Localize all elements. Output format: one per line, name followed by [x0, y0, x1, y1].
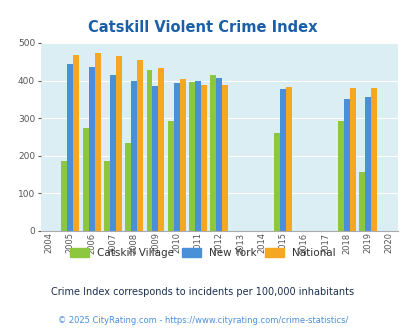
Bar [200, 85, 207, 231]
Bar [83, 128, 88, 231]
Bar [67, 64, 73, 231]
Bar [279, 89, 285, 231]
Text: © 2025 CityRating.com - https://www.cityrating.com/crime-statistics/: © 2025 CityRating.com - https://www.city… [58, 315, 347, 325]
Bar [337, 121, 343, 231]
Bar [158, 69, 164, 231]
Bar [73, 54, 79, 231]
Bar [104, 161, 110, 231]
Bar [194, 81, 200, 231]
Text: Crime Index corresponds to incidents per 100,000 inhabitants: Crime Index corresponds to incidents per… [51, 287, 354, 297]
Bar [179, 79, 185, 231]
Bar [222, 85, 228, 231]
Bar [210, 75, 216, 231]
Bar [94, 53, 100, 231]
Bar [152, 86, 158, 231]
Bar [189, 82, 194, 231]
Text: Catskill Violent Crime Index: Catskill Violent Crime Index [88, 20, 317, 35]
Bar [115, 56, 122, 231]
Bar [137, 60, 143, 231]
Bar [343, 99, 349, 231]
Bar [349, 88, 355, 231]
Bar [273, 133, 279, 231]
Bar [370, 88, 376, 231]
Bar [167, 121, 173, 231]
Bar [358, 172, 364, 231]
Bar [110, 75, 115, 231]
Bar [216, 78, 222, 231]
Bar [131, 81, 137, 231]
Bar [173, 83, 179, 231]
Bar [61, 161, 67, 231]
Bar [125, 143, 131, 231]
Legend: Catskill Village, New York, National: Catskill Village, New York, National [70, 248, 335, 258]
Bar [146, 70, 152, 231]
Bar [364, 97, 370, 231]
Bar [88, 67, 94, 231]
Bar [285, 87, 291, 231]
